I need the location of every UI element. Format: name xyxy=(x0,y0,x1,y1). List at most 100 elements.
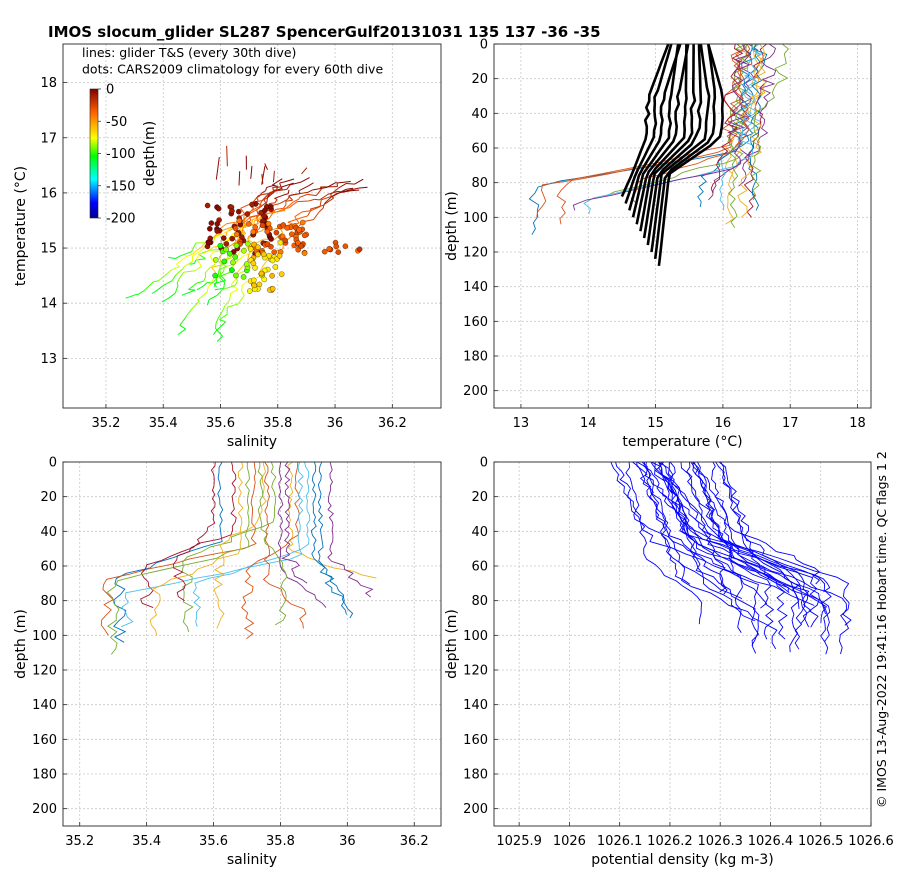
ts-climatology-point xyxy=(250,260,257,267)
ts-glider-segment xyxy=(158,273,168,282)
ts-glider-segment xyxy=(331,192,338,197)
ts-glider-segment xyxy=(177,328,186,336)
ts-climatology-point xyxy=(226,250,233,257)
sal-x-label: salinity xyxy=(227,852,277,868)
temp-y-label: depth (m) xyxy=(444,191,460,261)
dens-x-tick-label: 1026.2 xyxy=(647,834,693,849)
ts-climatology-point xyxy=(245,240,251,247)
ts-climatology-point xyxy=(249,201,255,208)
ts-glider-segment xyxy=(223,282,225,289)
ts-glider-segment xyxy=(176,282,179,286)
dens-profile-line xyxy=(658,462,850,655)
temp-y-tick-label: 60 xyxy=(471,142,488,157)
ts-climatology-point xyxy=(272,264,279,270)
temp-plot-area xyxy=(494,44,871,408)
ts-colorbar-tick-label: -100 xyxy=(106,147,136,162)
ts-glider-segment xyxy=(284,178,295,183)
ts-climatology-point xyxy=(232,225,239,232)
ts-glider-segment xyxy=(336,180,351,184)
sal-x-tick-label: 35.2 xyxy=(65,834,94,849)
ts-glider-segment xyxy=(254,219,260,221)
ts-glider-segment xyxy=(226,241,237,249)
ts-climatology-point xyxy=(261,251,267,258)
sal-x-tick-label: 35.8 xyxy=(266,834,295,849)
ts-glider-segment xyxy=(292,198,300,203)
ts-climatology-point xyxy=(217,242,224,249)
ts-x-tick-label: 36 xyxy=(327,416,344,431)
ts-glider-segment xyxy=(227,303,239,308)
ts-glider-segment xyxy=(158,285,163,290)
ts-glider-segment xyxy=(175,272,179,276)
ts-glider-segment xyxy=(294,216,300,224)
ts-glider-segment xyxy=(225,232,234,242)
dens-profile-line xyxy=(610,462,760,646)
ts-glider-segment xyxy=(222,284,236,291)
ts-climatology-point xyxy=(296,227,302,233)
sal-y-tick-label: 40 xyxy=(40,525,57,540)
ts-glider-segment xyxy=(283,207,290,210)
ts-glider-segment xyxy=(216,335,223,342)
ts-climatology-point xyxy=(289,231,295,237)
dens-profile-line xyxy=(636,462,691,585)
ts-climatology-point xyxy=(252,265,258,271)
ts-y-tick-label: 16 xyxy=(40,186,57,201)
dens-profile-line xyxy=(680,462,831,643)
ts-glider-segment xyxy=(204,272,207,277)
sal-profile-line xyxy=(310,462,354,619)
sal-x-tick-label: 36 xyxy=(339,834,356,849)
ts-glider-segment xyxy=(212,330,217,336)
ts-glider-segment xyxy=(258,192,263,197)
ts-glider-segment xyxy=(287,194,291,200)
temp-y-tick-label: 140 xyxy=(463,280,488,295)
dens-profile-line xyxy=(645,462,778,650)
ts-glider-segment xyxy=(161,297,169,303)
ts-glider-segment xyxy=(196,285,204,291)
ts-glider-segment xyxy=(307,193,317,197)
ts-y-tick-label: 17 xyxy=(40,131,57,146)
ts-glider-segment xyxy=(241,285,243,292)
ts-glider-segment xyxy=(144,281,154,291)
ts-glider-segment xyxy=(162,280,173,287)
ts-glider-segment xyxy=(242,254,248,257)
ts-glider-segment xyxy=(244,217,251,223)
ts-glider-segment xyxy=(209,263,216,268)
ts-climatology-point xyxy=(229,267,235,273)
ts-glider-segment xyxy=(283,204,287,209)
sal-marks xyxy=(100,462,377,655)
ts-glider-segment xyxy=(313,211,320,220)
ts-glider-segment xyxy=(188,282,198,290)
ts-glider-segment xyxy=(209,251,214,257)
ts-glider-segment xyxy=(196,258,202,267)
temp-axes-box xyxy=(493,43,872,409)
ts-glider-segment xyxy=(242,281,248,286)
ts-glider-segment xyxy=(168,292,176,299)
dens-profile-line xyxy=(693,462,800,653)
ts-climatology-point xyxy=(233,231,240,238)
ts-glider-segment xyxy=(220,289,223,292)
ts-surface-segment xyxy=(215,157,220,180)
ts-glider-segment xyxy=(274,199,278,204)
ts-glider-segment xyxy=(175,255,181,259)
ts-climatology-point xyxy=(212,272,218,279)
ts-glider-segment xyxy=(279,182,283,191)
ts-glider-segment xyxy=(153,280,159,283)
ts-glider-segment xyxy=(204,267,211,274)
ts-colorbar xyxy=(89,88,99,219)
ts-climatology-point xyxy=(268,203,274,210)
ts-glider-segment xyxy=(284,193,289,196)
temp-profile-line xyxy=(751,44,790,201)
ts-glider-segment xyxy=(279,198,288,205)
dens-x-tick-label: 1025.9 xyxy=(496,834,542,849)
ts-glider-segment xyxy=(196,253,201,259)
ts-climatology-point xyxy=(247,288,253,294)
ts-glider-segment xyxy=(206,286,209,293)
dens-y-tick-label: 140 xyxy=(463,698,488,713)
dens-marks xyxy=(610,462,852,655)
temp-y-tick-label: 180 xyxy=(463,350,488,365)
temp-x-label: temperature (°C) xyxy=(622,434,742,450)
dens-x-label: potential density (kg m-3) xyxy=(591,852,773,868)
ts-climatology-point xyxy=(232,254,238,260)
sal-profile-line xyxy=(317,462,347,615)
temp-y-tick-label: 20 xyxy=(471,72,488,87)
